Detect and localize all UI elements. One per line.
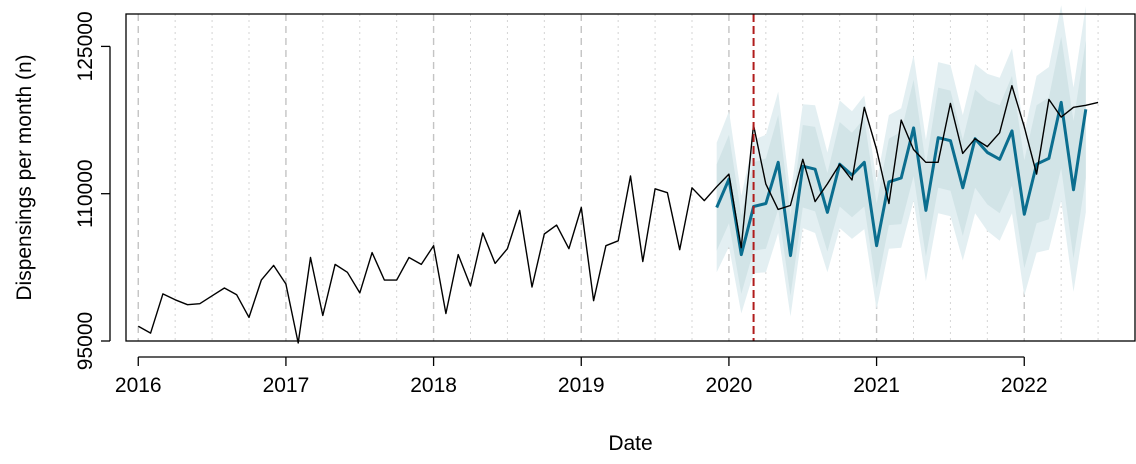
- plot-frame: [125, 13, 1136, 342]
- series-lines: [137, 84, 1099, 344]
- x-tick-label: 2022: [1001, 374, 1048, 397]
- x-tick-label: 2017: [263, 374, 310, 397]
- axes: 2016 2017 2018 2019 2020 2021 2022 95000 110000 1…: [74, 11, 1048, 397]
- y-tick-label: 95000: [74, 312, 97, 370]
- x-axis-title: Date: [608, 432, 652, 455]
- y-axis-title: Dispensings per month (n): [13, 54, 36, 300]
- x-tick-label: 2018: [410, 374, 457, 397]
- x-tick-label: 2020: [706, 374, 753, 397]
- x-tick-label: 2016: [115, 374, 162, 397]
- prediction-interval-bands: [716, 5, 1086, 317]
- interval-80-band: [716, 36, 1086, 296]
- predicted-series-line: [715, 100, 1088, 258]
- y-tick-label: 110000: [74, 159, 97, 228]
- x-tick-label: 2019: [558, 374, 605, 397]
- observed-series-line: [137, 84, 1099, 344]
- y-tick-label: 125000: [74, 11, 97, 81]
- x-tick-label: 2021: [853, 374, 900, 397]
